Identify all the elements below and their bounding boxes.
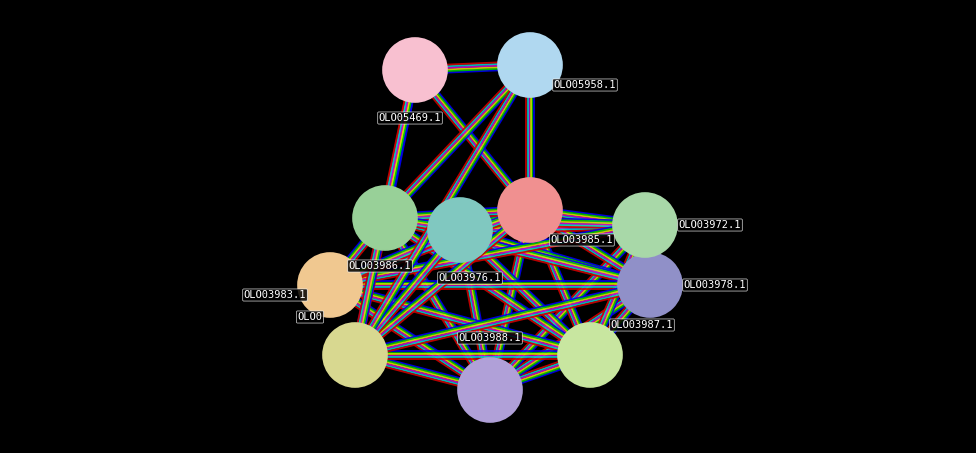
Text: OLO03987.1: OLO03987.1 xyxy=(611,320,673,330)
Text: OLO03986.1: OLO03986.1 xyxy=(348,261,411,271)
Circle shape xyxy=(498,178,562,242)
Circle shape xyxy=(428,198,492,262)
Text: OLO03972.1: OLO03972.1 xyxy=(678,220,741,230)
Circle shape xyxy=(458,358,522,422)
Circle shape xyxy=(618,253,682,317)
Text: OLO03983.1: OLO03983.1 xyxy=(244,290,306,300)
Circle shape xyxy=(298,253,362,317)
Circle shape xyxy=(498,33,562,97)
Text: OLO0: OLO0 xyxy=(298,312,322,322)
Circle shape xyxy=(383,38,447,102)
Circle shape xyxy=(613,193,677,257)
Text: OLO03978.1: OLO03978.1 xyxy=(684,280,747,290)
Circle shape xyxy=(323,323,387,387)
Text: OLO03988.1: OLO03988.1 xyxy=(459,333,521,343)
Circle shape xyxy=(558,323,622,387)
Text: OLO05958.1: OLO05958.1 xyxy=(553,80,616,90)
Text: OLO05469.1: OLO05469.1 xyxy=(379,113,441,123)
Text: OLO03985.1: OLO03985.1 xyxy=(550,235,613,245)
Circle shape xyxy=(353,186,417,250)
Text: OLO03976.1: OLO03976.1 xyxy=(439,273,502,283)
